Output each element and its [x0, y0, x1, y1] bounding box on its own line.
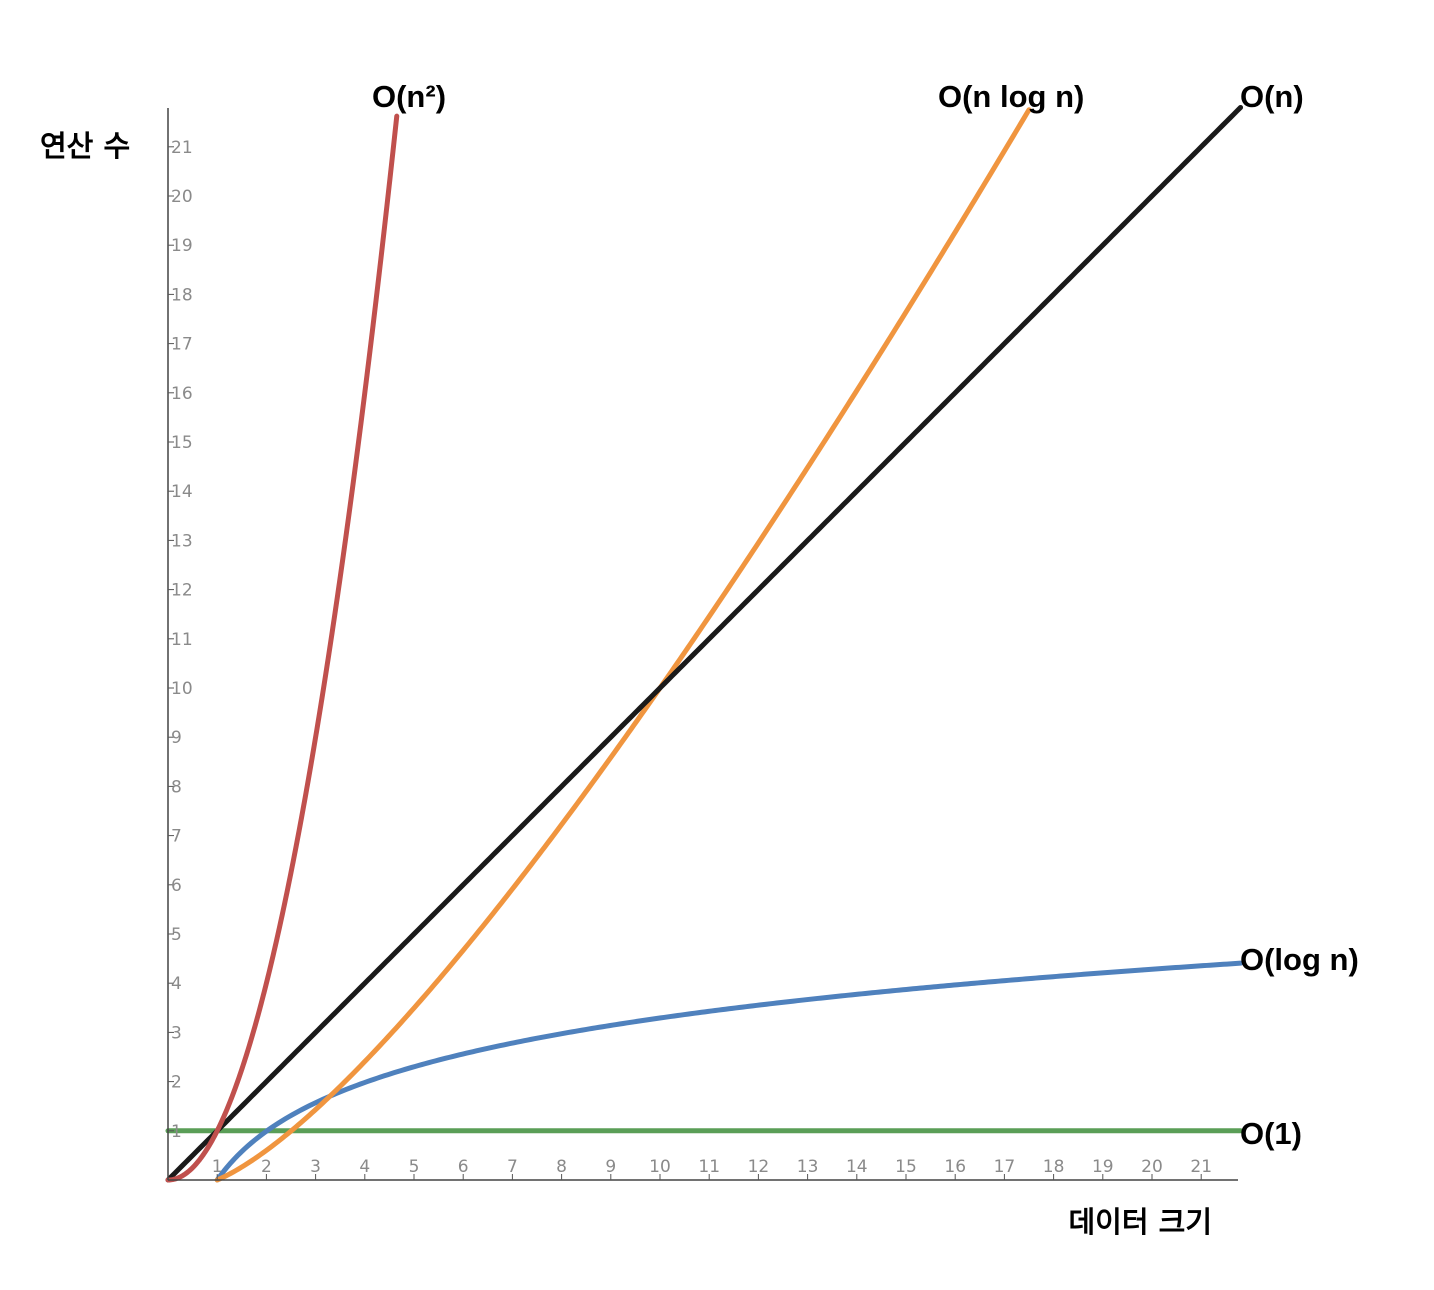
- series-label-o-n-log-n: O(n log n): [938, 79, 1084, 114]
- tick-marks: 1 2 3 4 5 6 7 8 9 10 11 12 13 14 15 16 17 18 19 20 211234567…: [168, 138, 1212, 1180]
- series-line-o-n-squared: [165, 113, 400, 1183]
- x-tick-label: 4: [359, 1157, 370, 1177]
- y-tick-label: 16: [171, 384, 193, 404]
- x-tick-label: 11: [698, 1157, 720, 1177]
- y-tick-label: 10: [171, 679, 193, 699]
- series-label-o-n: O(n): [1240, 79, 1304, 114]
- y-tick-label: 7: [171, 827, 182, 847]
- x-axis-title: 데이터 크기: [1069, 1205, 1213, 1239]
- y-tick-label: 1: [171, 1122, 182, 1142]
- x-tick-label: 7: [507, 1157, 518, 1177]
- x-tick-label: 6: [458, 1157, 469, 1177]
- axes: [167, 108, 1238, 1181]
- x-tick-label: 20: [1141, 1157, 1163, 1177]
- y-tick-label: 21: [171, 138, 193, 158]
- y-tick-label: 8: [171, 777, 182, 797]
- series-label-o-1: O(1): [1240, 1116, 1302, 1151]
- series-line-o-n: [165, 104, 1244, 1183]
- series-labels: O(n²) O(n log n) O(n) O(log n) O(1): [372, 79, 1359, 1151]
- x-tick-label: 12: [748, 1157, 770, 1177]
- y-tick-label: 9: [171, 728, 182, 748]
- y-tick-label: 4: [171, 974, 182, 994]
- y-tick-label: 18: [171, 285, 193, 305]
- x-tick-label: 2: [261, 1157, 272, 1177]
- y-tick-label: 12: [171, 581, 193, 601]
- x-tick-label: 9: [605, 1157, 616, 1177]
- series-label-o-n-squared: O(n²): [372, 79, 446, 114]
- series-line-o-n-log-n: [214, 107, 1032, 1183]
- y-tick-label: 5: [171, 925, 182, 945]
- y-tick-label: 14: [171, 482, 193, 502]
- y-tick-label: 17: [171, 335, 193, 355]
- x-tick-label: 19: [1092, 1157, 1114, 1177]
- y-tick-label: 3: [171, 1023, 182, 1043]
- x-tick-label: 21: [1190, 1157, 1212, 1177]
- x-tick-label: 1: [212, 1157, 223, 1177]
- x-tick-label: 13: [797, 1157, 819, 1177]
- y-tick-label: 11: [171, 630, 193, 650]
- x-tick-label: 5: [409, 1157, 420, 1177]
- x-tick-label: 17: [994, 1157, 1016, 1177]
- y-tick-label: 20: [171, 187, 193, 207]
- x-tick-label: 8: [556, 1157, 567, 1177]
- series-lines: [165, 104, 1244, 1183]
- x-tick-label: 15: [895, 1157, 917, 1177]
- y-tick-label: 2: [171, 1073, 182, 1093]
- x-tick-label: 14: [846, 1157, 868, 1177]
- y-tick-label: 13: [171, 531, 193, 551]
- series-label-o-log-n: O(log n): [1240, 942, 1359, 977]
- x-tick-label: 18: [1043, 1157, 1065, 1177]
- y-tick-label: 6: [171, 876, 182, 896]
- y-tick-label: 15: [171, 433, 193, 453]
- y-axis-title: 연산 수: [40, 129, 130, 163]
- series-line-o-log-n: [214, 960, 1244, 1183]
- x-tick-label: 3: [310, 1157, 321, 1177]
- x-tick-label: 10: [649, 1157, 671, 1177]
- x-tick-label: 16: [944, 1157, 966, 1177]
- y-tick-label: 19: [171, 236, 193, 256]
